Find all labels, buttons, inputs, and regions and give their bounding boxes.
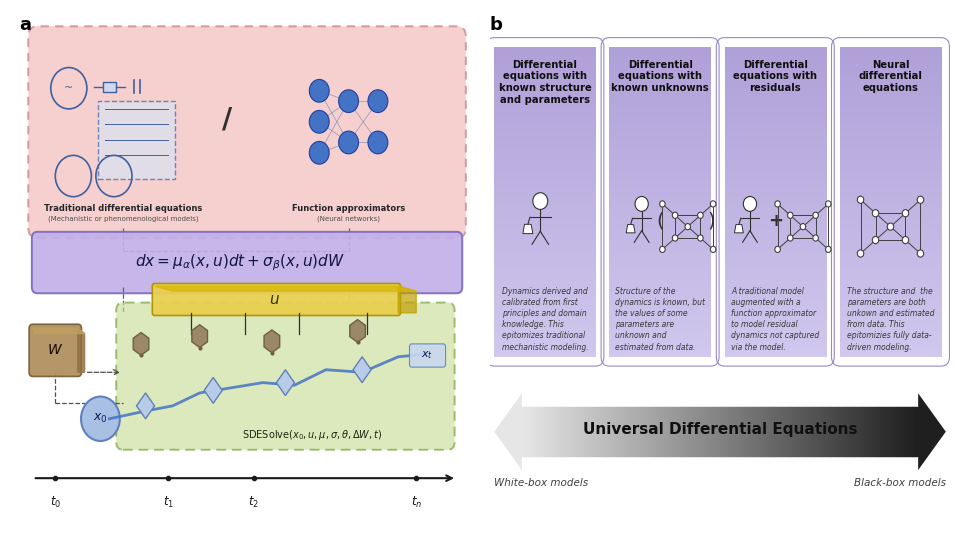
- Circle shape: [533, 193, 548, 209]
- Polygon shape: [349, 320, 366, 342]
- Polygon shape: [398, 286, 417, 313]
- Circle shape: [309, 141, 329, 164]
- Circle shape: [813, 212, 818, 218]
- Circle shape: [660, 246, 665, 252]
- Circle shape: [368, 90, 388, 112]
- FancyBboxPatch shape: [29, 324, 82, 377]
- Text: Structure of the
dynamics is known, but
the values of some
parameters are
unknow: Structure of the dynamics is known, but …: [615, 287, 705, 351]
- FancyBboxPatch shape: [32, 232, 463, 293]
- Text: (Neural networks): (Neural networks): [317, 215, 380, 222]
- Polygon shape: [204, 378, 222, 404]
- Circle shape: [685, 224, 690, 230]
- Circle shape: [775, 201, 780, 207]
- Polygon shape: [192, 325, 207, 348]
- Circle shape: [787, 235, 793, 241]
- Circle shape: [873, 210, 878, 217]
- Text: $t_0$: $t_0$: [50, 495, 60, 510]
- Circle shape: [672, 212, 678, 218]
- Polygon shape: [33, 328, 84, 334]
- Text: (: (: [657, 212, 664, 231]
- FancyBboxPatch shape: [153, 284, 400, 315]
- Text: $t_1$: $t_1$: [162, 495, 174, 510]
- Text: $\mathrm{SDESolve}(x_0, u, \mu, \sigma, \theta, \Delta W, t)$: $\mathrm{SDESolve}(x_0, u, \mu, \sigma, …: [242, 428, 383, 442]
- Circle shape: [698, 235, 703, 241]
- Text: Universal Differential Equations: Universal Differential Equations: [583, 422, 857, 437]
- Polygon shape: [133, 332, 149, 355]
- Circle shape: [917, 250, 924, 257]
- Circle shape: [857, 196, 864, 203]
- Circle shape: [743, 196, 756, 211]
- Circle shape: [339, 90, 358, 112]
- Text: The structure and  the
parameters are both
unkown and estimated
from data. This
: The structure and the parameters are bot…: [847, 287, 934, 351]
- Circle shape: [873, 237, 878, 244]
- Circle shape: [710, 201, 716, 207]
- Polygon shape: [264, 330, 279, 353]
- Circle shape: [339, 131, 358, 154]
- Circle shape: [826, 246, 831, 252]
- Polygon shape: [78, 328, 84, 372]
- Text: Function approximators: Function approximators: [292, 204, 405, 214]
- Text: ~: ~: [64, 83, 74, 93]
- Text: (Mechanistic or phenomenological models): (Mechanistic or phenomenological models): [48, 215, 199, 222]
- FancyBboxPatch shape: [116, 302, 455, 450]
- Circle shape: [368, 131, 388, 154]
- Text: Neural
differential
equations: Neural differential equations: [858, 60, 923, 93]
- Circle shape: [826, 201, 831, 207]
- Text: b: b: [490, 16, 502, 34]
- Circle shape: [857, 250, 864, 257]
- Circle shape: [801, 224, 805, 230]
- Circle shape: [917, 196, 924, 203]
- Text: Differential
equations with
known structure
and parameters: Differential equations with known struct…: [498, 60, 591, 104]
- Text: $u$: $u$: [269, 292, 279, 307]
- Circle shape: [635, 196, 648, 211]
- Text: ): ): [707, 212, 714, 231]
- Text: $dx = \mu_{\alpha}(x, u)dt + \sigma_{\beta}(x, u)dW$: $dx = \mu_{\alpha}(x, u)dt + \sigma_{\be…: [135, 252, 346, 273]
- Polygon shape: [734, 224, 743, 233]
- Circle shape: [787, 212, 793, 218]
- Polygon shape: [918, 393, 946, 470]
- Text: A traditional model
augmented with a
function approximator
to model residual
dyn: A traditional model augmented with a fun…: [732, 287, 820, 351]
- Circle shape: [813, 235, 818, 241]
- FancyBboxPatch shape: [28, 26, 466, 238]
- FancyBboxPatch shape: [410, 344, 445, 367]
- Text: White-box models: White-box models: [494, 478, 588, 488]
- Polygon shape: [494, 393, 522, 470]
- Text: Black-box models: Black-box models: [853, 478, 946, 488]
- Text: $W$: $W$: [47, 343, 63, 357]
- Text: $t_2$: $t_2$: [249, 495, 259, 510]
- Polygon shape: [276, 370, 295, 395]
- Circle shape: [81, 397, 120, 441]
- Text: $x_t$: $x_t$: [421, 349, 434, 361]
- Polygon shape: [136, 393, 155, 419]
- Circle shape: [902, 237, 909, 244]
- FancyBboxPatch shape: [98, 101, 175, 179]
- Circle shape: [902, 210, 909, 217]
- Polygon shape: [155, 286, 417, 291]
- Text: $x_0$: $x_0$: [93, 412, 108, 426]
- FancyBboxPatch shape: [103, 82, 116, 92]
- Circle shape: [660, 201, 665, 207]
- Circle shape: [710, 246, 716, 252]
- Circle shape: [309, 110, 329, 133]
- Circle shape: [309, 80, 329, 102]
- Circle shape: [672, 235, 678, 241]
- Polygon shape: [523, 224, 533, 233]
- Text: Differential
equations with
residuals: Differential equations with residuals: [733, 60, 817, 93]
- Text: $t_n$: $t_n$: [411, 495, 421, 510]
- Polygon shape: [353, 357, 372, 383]
- Polygon shape: [626, 224, 635, 233]
- Text: +: +: [768, 213, 782, 230]
- Text: /: /: [222, 105, 231, 133]
- Circle shape: [775, 246, 780, 252]
- Circle shape: [887, 223, 894, 230]
- Text: Traditional differential equations: Traditional differential equations: [44, 204, 203, 214]
- Circle shape: [698, 212, 703, 218]
- Text: Differential
equations with
known unknowns: Differential equations with known unknow…: [612, 60, 708, 93]
- Text: a: a: [19, 16, 31, 34]
- Text: Dynamics derived and
calibrated from first
principles and domain
knowledge. This: Dynamics derived and calibrated from fir…: [501, 287, 588, 351]
